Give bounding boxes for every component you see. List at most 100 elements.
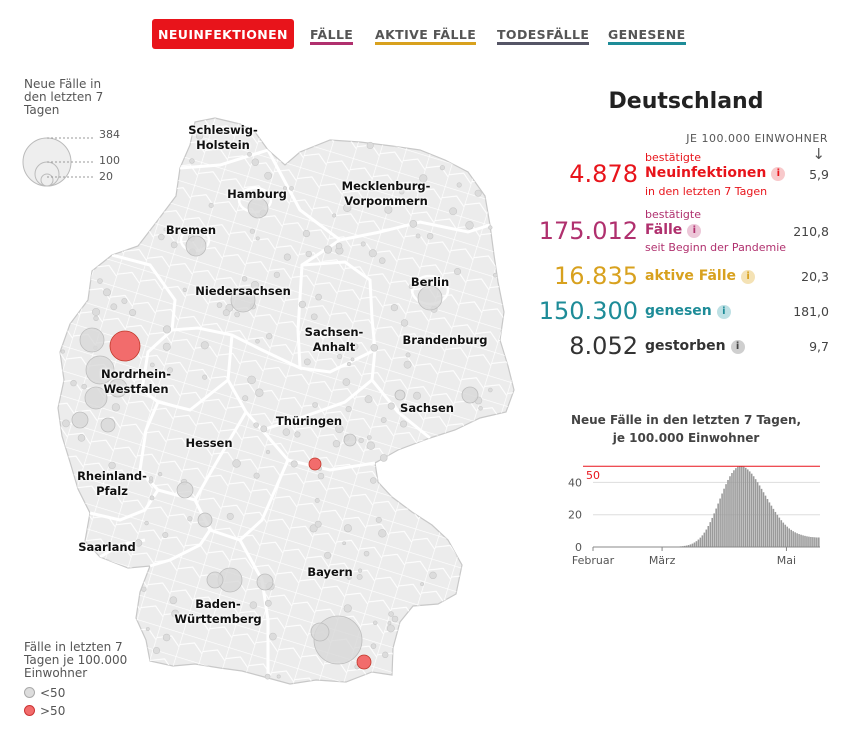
district-dot	[255, 338, 260, 344]
district-dot	[167, 367, 173, 373]
tab-genesene[interactable]: GENESENE	[608, 19, 686, 45]
bar	[782, 522, 785, 547]
district-dot	[92, 307, 101, 316]
district-bubble	[417, 285, 443, 311]
district-dot	[478, 406, 483, 411]
bar	[774, 511, 777, 547]
district-dot	[242, 395, 249, 402]
district-dot	[351, 343, 359, 350]
district-dot	[408, 284, 414, 289]
district-bubbles	[71, 197, 479, 670]
bar	[814, 537, 816, 547]
district-dot	[266, 333, 273, 340]
state-label-hessen: Hessen	[185, 436, 232, 451]
arrow-down-icon: ↓	[812, 145, 825, 163]
district-dot	[312, 402, 318, 408]
district-dot	[413, 391, 422, 400]
district-bubble	[197, 512, 213, 528]
state-label-brandenburg: Brandenburg	[403, 333, 488, 348]
tab-neuinfektionen[interactable]: NEUINFEKTIONEN	[152, 19, 294, 49]
info-icon[interactable]: i	[716, 305, 731, 319]
bar	[804, 535, 806, 547]
tab-todesfaelle[interactable]: TODESFÄLLE	[497, 19, 590, 45]
district-dot	[454, 268, 462, 276]
stat-label: Neuinfektionen i	[645, 165, 786, 181]
info-icon[interactable]: i	[771, 167, 786, 181]
size-legend-value: 384	[99, 128, 120, 141]
state-name: Niedersachsen	[195, 284, 291, 298]
tab-faelle[interactable]: FÄLLE	[310, 19, 354, 45]
stat-label-text: Neuinfektionen	[645, 165, 767, 181]
district-dot	[98, 472, 105, 478]
stat-label-text: gestorben	[645, 338, 726, 354]
stat-per-100k: 210,8	[793, 224, 829, 239]
district-dot	[302, 229, 311, 238]
district-bubble	[343, 433, 357, 447]
district-dot	[429, 571, 437, 580]
district-dot	[202, 374, 208, 380]
stat-label: Fälle i	[645, 222, 702, 238]
bar	[727, 479, 729, 547]
per-100k-header: JE 100.000 EINWOHNER	[686, 132, 828, 145]
district-dot	[170, 241, 178, 249]
district-dot	[247, 151, 252, 157]
info-icon[interactable]: i	[687, 224, 702, 238]
district-dot	[276, 674, 281, 679]
bar	[784, 524, 787, 547]
district-dot	[121, 543, 127, 549]
stat-label: gestorben i	[645, 338, 745, 354]
district-dot	[378, 529, 387, 538]
x-tick-label: März	[649, 554, 676, 567]
state-label-bremen: Bremen	[166, 223, 216, 238]
info-icon[interactable]: i	[741, 270, 756, 284]
bar	[786, 526, 789, 547]
district-dot	[364, 395, 373, 404]
stat-genesen: 150.300 genesen i 181,0	[539, 297, 840, 327]
district-bubble	[100, 417, 116, 433]
bar	[796, 533, 798, 547]
bar	[744, 467, 747, 547]
bar	[715, 508, 717, 547]
color-legend-label: >50	[40, 704, 66, 718]
stat-per-100k: 20,3	[801, 269, 829, 284]
size-legend: 384 100 20	[20, 125, 130, 187]
district-dot	[232, 459, 241, 468]
stat-per-100k: 9,7	[809, 339, 829, 354]
district-dot	[169, 596, 178, 605]
district-bubble	[394, 389, 406, 401]
state-name: Schleswig- Holstein	[188, 123, 258, 152]
bar	[729, 476, 731, 547]
bar	[699, 537, 702, 547]
district-bubble	[185, 235, 207, 257]
district-dot	[388, 611, 394, 617]
stat-aktive-faelle: 16.835 aktive Fälle i 20,3	[540, 262, 840, 292]
state-label-thueringen: Thüringen	[276, 414, 342, 429]
district-dot	[62, 419, 70, 428]
district-dot	[141, 586, 147, 592]
state-name: Sachsen- Anhalt	[304, 325, 364, 354]
color-legend-high: >50	[24, 704, 65, 718]
state-name: Bayern	[307, 565, 353, 579]
district-dot	[380, 417, 387, 423]
district-dot	[282, 428, 291, 436]
y-tick-label: 40	[568, 476, 582, 489]
info-icon[interactable]: i	[730, 340, 745, 354]
district-bubble	[256, 573, 274, 591]
district-dot	[187, 516, 193, 522]
bar	[764, 495, 767, 547]
size-legend-circles	[22, 137, 95, 187]
bar	[707, 526, 710, 547]
state-label-niedersachsen: Niedersachsen	[195, 284, 291, 299]
district-dot	[363, 550, 370, 557]
bar	[752, 476, 755, 547]
district-dot	[366, 141, 374, 150]
bar	[812, 537, 814, 547]
district-dot	[319, 571, 327, 579]
bar	[778, 517, 781, 547]
district-dot	[492, 272, 498, 278]
district-dot	[344, 572, 349, 578]
tab-aktive-faelle[interactable]: AKTIVE FÄLLE	[375, 19, 477, 45]
state-label-rheinland-pfalz: Rheinland- Pfalz	[77, 469, 147, 499]
bar	[760, 488, 763, 547]
bar	[721, 493, 723, 547]
